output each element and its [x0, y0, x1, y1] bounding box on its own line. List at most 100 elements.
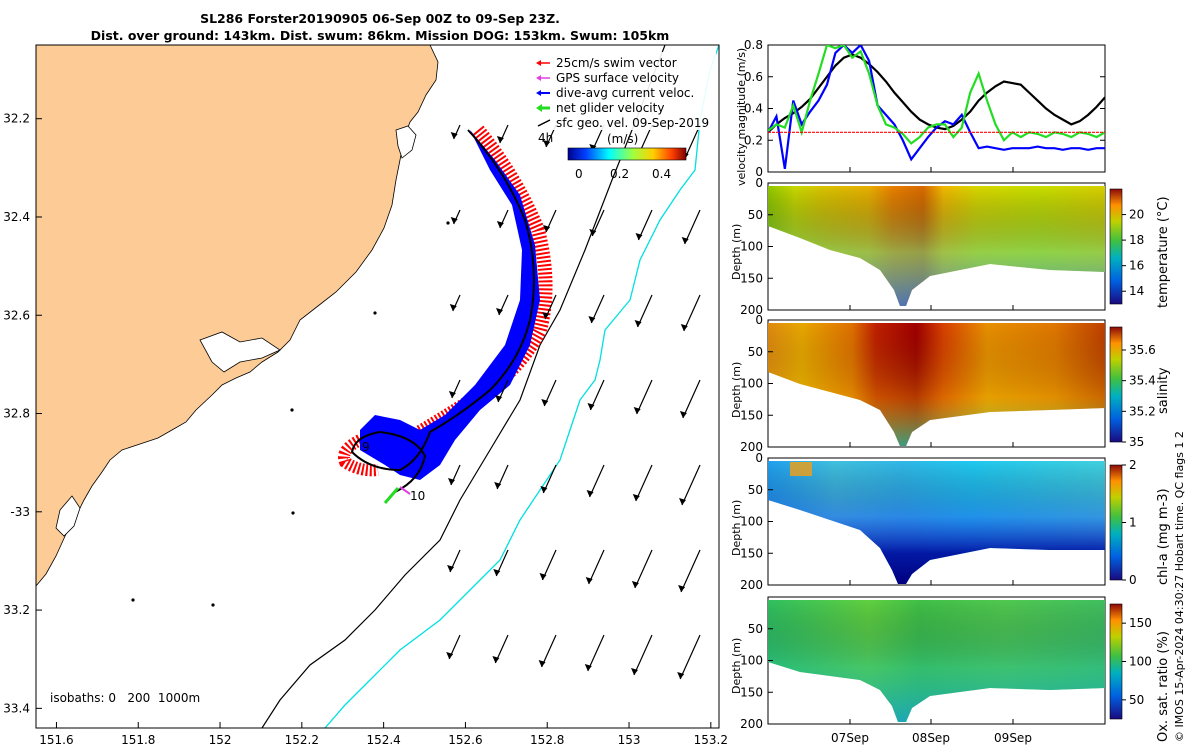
geo-arrow-head: [631, 581, 639, 588]
map-y-axis: 32.2 32.4 32.6 32.8 -33 33.2 33.4: [3, 112, 42, 715]
geo-arrow-head: [450, 217, 458, 224]
geo-arrow-head: [539, 573, 547, 580]
depth-tick-label: 50: [748, 208, 763, 222]
map-x-tick-label: 153: [618, 733, 641, 747]
geo-arrow: [587, 634, 605, 672]
velocity-y-tick-label: 0.8: [744, 38, 763, 52]
geo-arrow-head: [449, 304, 457, 311]
dive-avg-current-track: [360, 130, 540, 480]
geo-arrow-head: [679, 411, 687, 418]
velocity-y-tick-label: 0: [755, 165, 763, 179]
chl-ylabel: Depth (m): [730, 499, 743, 556]
geo-arrow-head: [496, 221, 504, 228]
swim-vectors-loop: [338, 434, 379, 477]
colorbar-tick-label: 100: [1129, 655, 1152, 669]
colorbar-tick-0.2: 0.2: [610, 167, 629, 181]
colorbar-oxygen: [1109, 603, 1123, 720]
map-panel: 9 10 151.6 151.8 152 152.2 152.4 152.6 152.8 15…: [3, 44, 728, 747]
colorbar-unit: (m/s): [607, 132, 638, 146]
map-y-tick-label: 33.4: [3, 701, 30, 715]
geo-arrow: [679, 634, 701, 680]
geo-arrow-head: [446, 652, 454, 659]
gps-surface-velocity: [399, 486, 411, 495]
legend-dive-avg: dive-avg current veloc.: [556, 86, 694, 100]
salinity-ylabel: Depth (m): [730, 361, 743, 418]
velocity-panel: 0 0.2 0.4 0.6 0.8: [744, 38, 1106, 179]
oxygen-colorbar-label: Ox. sat. ratio (%): [1156, 631, 1171, 742]
time-tick-label: 07Sep: [831, 731, 869, 745]
depth-tick-label: 50: [748, 622, 763, 636]
depth-tick-label: 50: [748, 345, 763, 359]
map-x-tick-label: 152.4: [366, 733, 400, 747]
track-label-9: 9: [362, 440, 370, 454]
geo-arrow-head: [496, 136, 504, 143]
colorbar-tick-label: 0: [1129, 573, 1137, 587]
figure-title-line-1: SL286 Forster20190905 06-Sep 00Z to 09-S…: [200, 11, 560, 26]
velocity-series-line: [768, 45, 1105, 169]
map-x-tick-label: 152.6: [448, 733, 482, 747]
geo-arrow-head: [542, 312, 550, 319]
colorbar-tick-0: 0: [575, 167, 583, 181]
legend-swim-vector: 25cm/s swim vector: [556, 56, 677, 70]
legend-gps-velocity: GPS surface velocity: [556, 71, 679, 85]
time-tick-label: 08Sep: [912, 731, 950, 745]
velocity-y-axis: 0 0.2 0.4 0.6 0.8: [744, 38, 1105, 179]
geo-arrow: [636, 379, 653, 415]
colorbar-tick-label: 18: [1129, 233, 1144, 247]
geo-arrow-stub: [291, 511, 295, 515]
temperature-colorbar-label: temperature (°C): [1156, 196, 1171, 308]
depth-tick-label: 0: [755, 313, 763, 327]
geo-arrow-head: [679, 498, 686, 505]
colorbar-tick-label: 35.2: [1129, 404, 1156, 418]
map-y-tick-label: 33.2: [3, 603, 30, 617]
velocity-y-tick-label: 0.6: [744, 70, 763, 84]
geo-arrow-head: [632, 494, 640, 501]
geo-arrow-head: [681, 237, 689, 244]
colorbar-tick-0.4: 0.4: [652, 167, 671, 181]
temperature-ylabel: Depth (m): [730, 223, 743, 280]
depth-tick-label: 100: [740, 654, 763, 668]
geo-arrow-head: [634, 320, 642, 327]
coastal-lake: [395, 125, 417, 159]
velocity-series-line: [768, 45, 1105, 145]
geo-arrow-head: [493, 569, 501, 576]
colorbar-tick-label: 14: [1129, 284, 1144, 298]
map-legend: 25cm/s swim vector GPS surface velocity …: [531, 52, 716, 181]
geo-arrow-head: [448, 478, 455, 485]
figure-title-line-2: Dist. over ground: 143km. Dist. swum: 86…: [90, 28, 670, 43]
colorbar-tick-label: 35.4: [1129, 374, 1156, 388]
net-glider-velocity: [383, 487, 400, 504]
geo-arrow-head: [538, 660, 546, 667]
depth-tick-label: 50: [748, 483, 763, 497]
isobaths-label: isobaths: 0 200 1000m: [50, 691, 200, 705]
map-x-tick-label: 151.8: [121, 733, 155, 747]
geo-arrow-head: [492, 656, 500, 663]
isobath-200m: [261, 45, 666, 728]
depth-tick-label: 200: [740, 578, 763, 592]
map-x-tick-label: 152: [209, 733, 232, 747]
geo-arrow-head: [584, 664, 592, 671]
colorbar-tick-label: 16: [1129, 259, 1144, 273]
depth-tick-label: 150: [740, 546, 763, 560]
map-x-tick-label: 151.6: [39, 733, 73, 747]
map-y-tick-label: 32.4: [3, 210, 30, 224]
depth-tick-label: 200: [740, 717, 763, 731]
map-y-tick-label: 32.2: [3, 112, 30, 126]
depth-tick-label: 150: [740, 271, 763, 285]
estuary: [199, 331, 281, 373]
geo-arrow-head: [678, 585, 686, 592]
oxygen-section: [767, 596, 1123, 725]
chlorophyll-section: [767, 457, 1123, 586]
geo-arrow-head: [589, 229, 597, 236]
depth-tick-label: 100: [740, 377, 763, 391]
geo-arrow-stub: [373, 311, 377, 315]
geo-arrow-head: [633, 407, 641, 414]
geo-arrow-head: [447, 565, 455, 572]
oxygen-ylabel: Depth (m): [730, 637, 743, 694]
geo-arrow: [684, 124, 701, 160]
salinity-colorbar-label: salinity: [1156, 367, 1171, 414]
salinity-section: [767, 319, 1123, 448]
geo-arrow: [681, 464, 701, 506]
geo-arrow-head: [635, 233, 643, 240]
